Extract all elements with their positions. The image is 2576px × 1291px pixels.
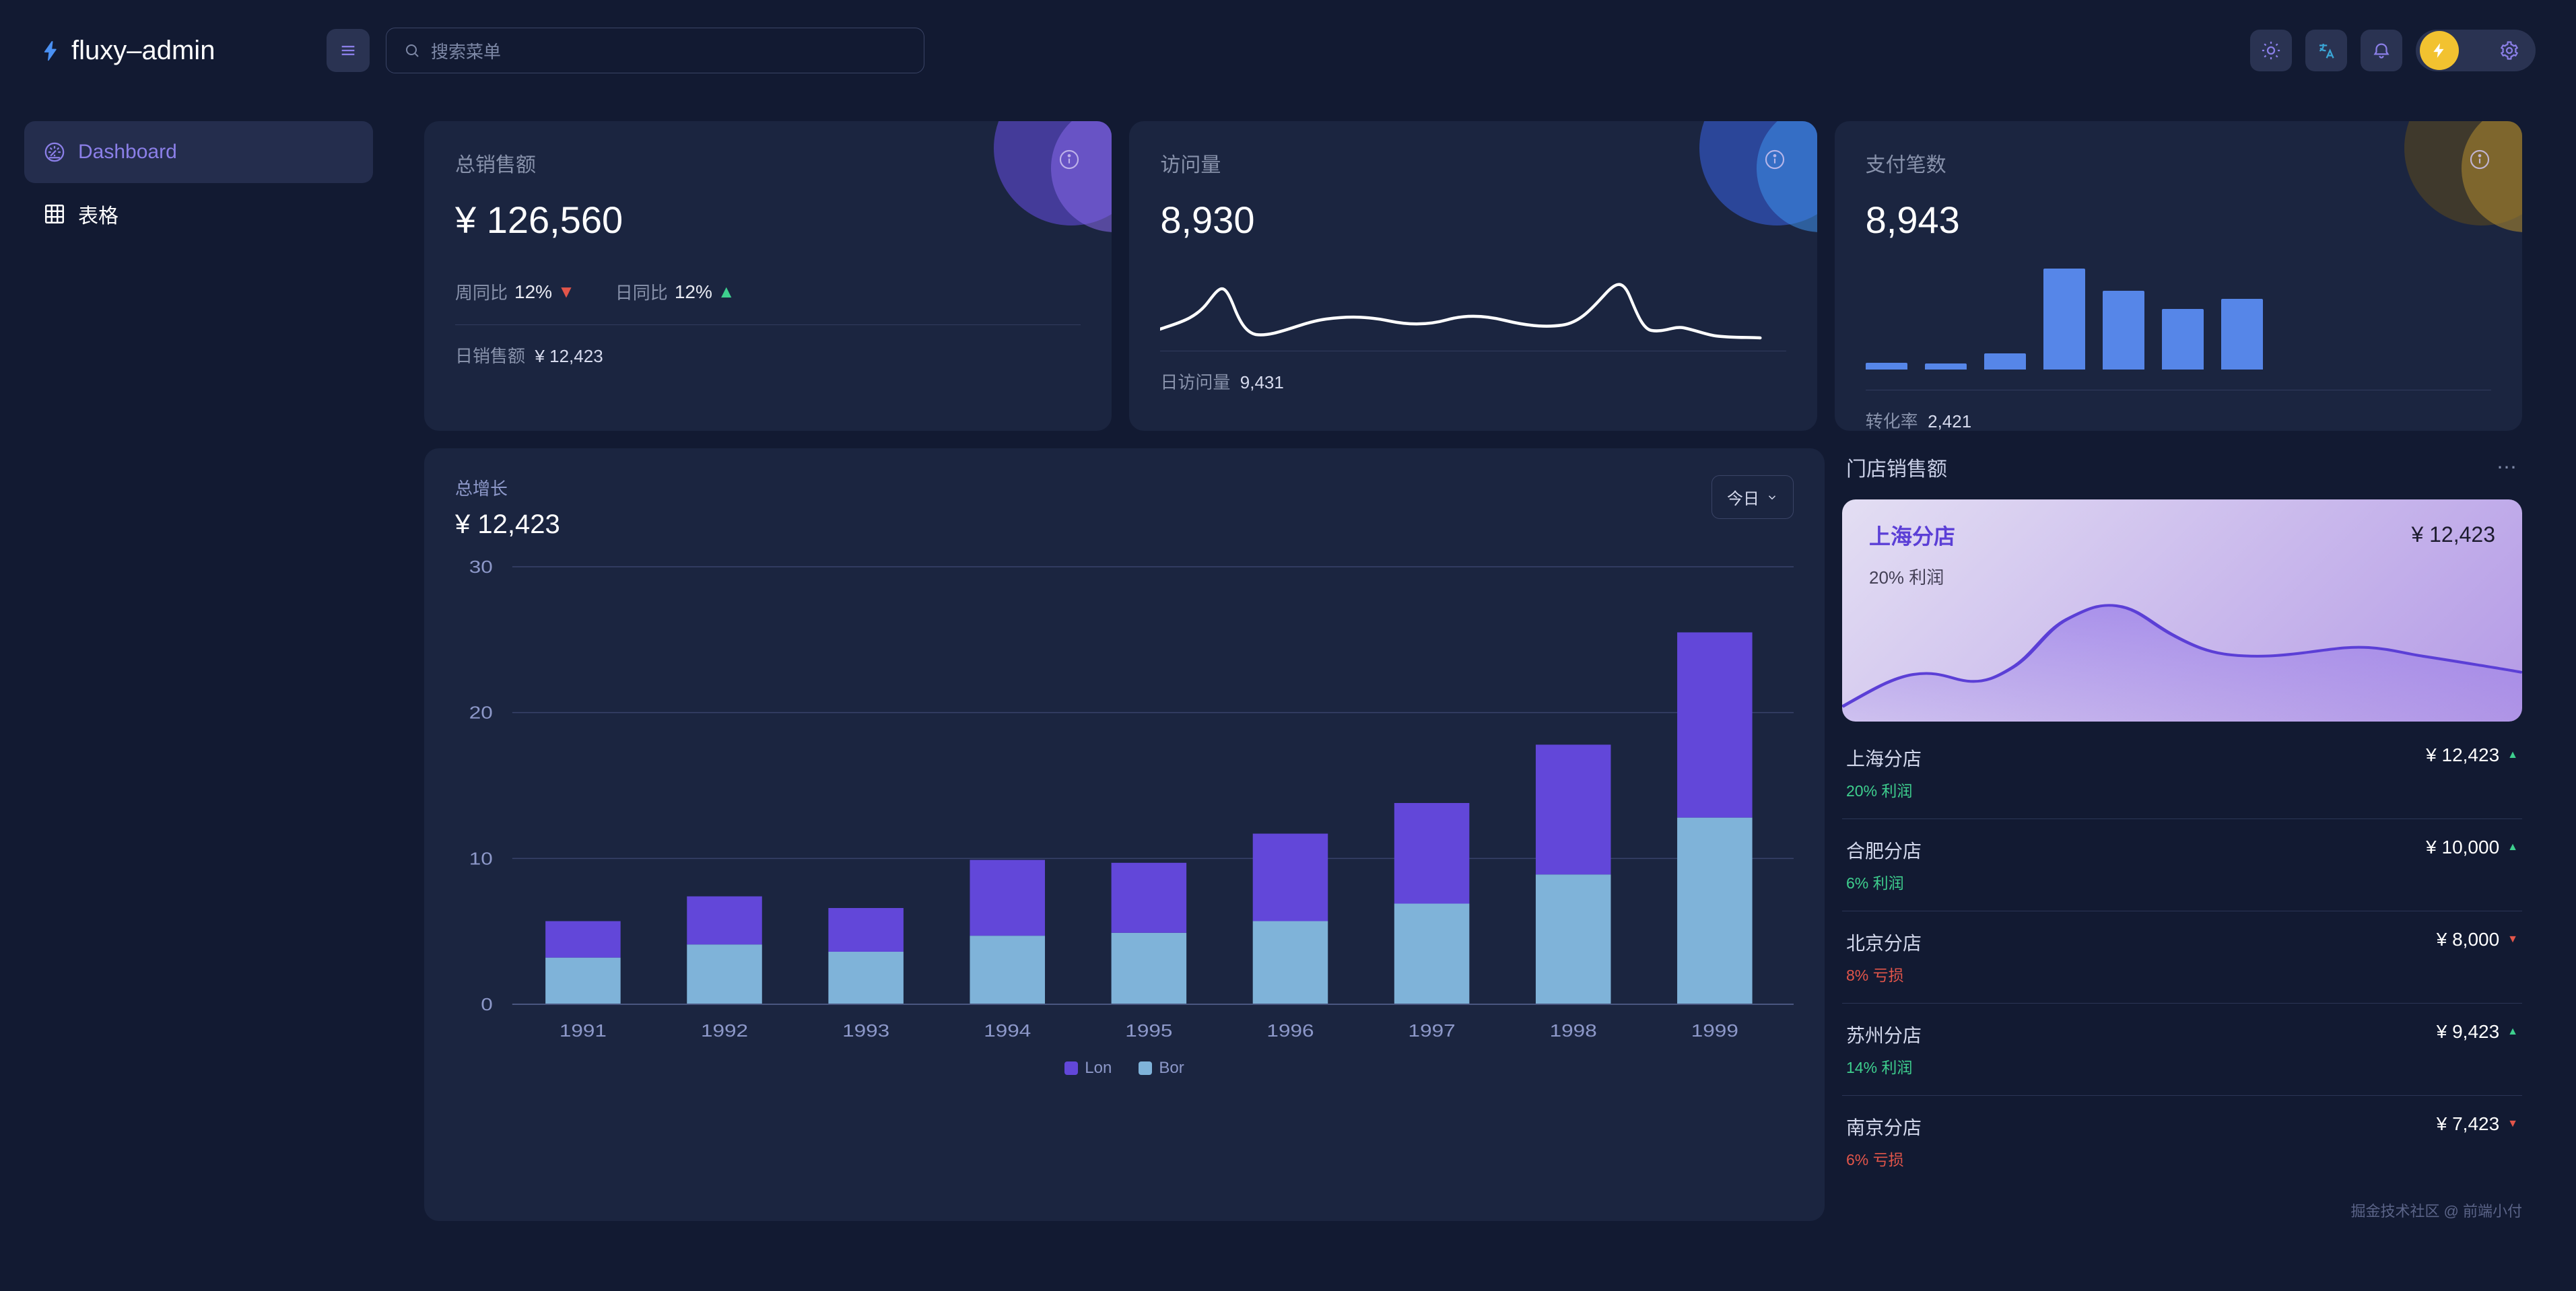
svg-text:1995: 1995 [1125, 1022, 1172, 1041]
svg-text:20: 20 [469, 703, 493, 723]
svg-text:1998: 1998 [1550, 1022, 1597, 1041]
svg-text:1993: 1993 [842, 1022, 889, 1041]
svg-text:0: 0 [481, 996, 493, 1015]
svg-text:30: 30 [469, 560, 493, 577]
svg-text:1997: 1997 [1409, 1022, 1456, 1041]
svg-text:1992: 1992 [701, 1022, 748, 1041]
svg-text:1994: 1994 [984, 1022, 1031, 1041]
svg-text:10: 10 [469, 849, 493, 869]
svg-text:1999: 1999 [1691, 1022, 1738, 1041]
svg-text:1996: 1996 [1266, 1022, 1314, 1041]
svg-text:1991: 1991 [560, 1022, 607, 1041]
